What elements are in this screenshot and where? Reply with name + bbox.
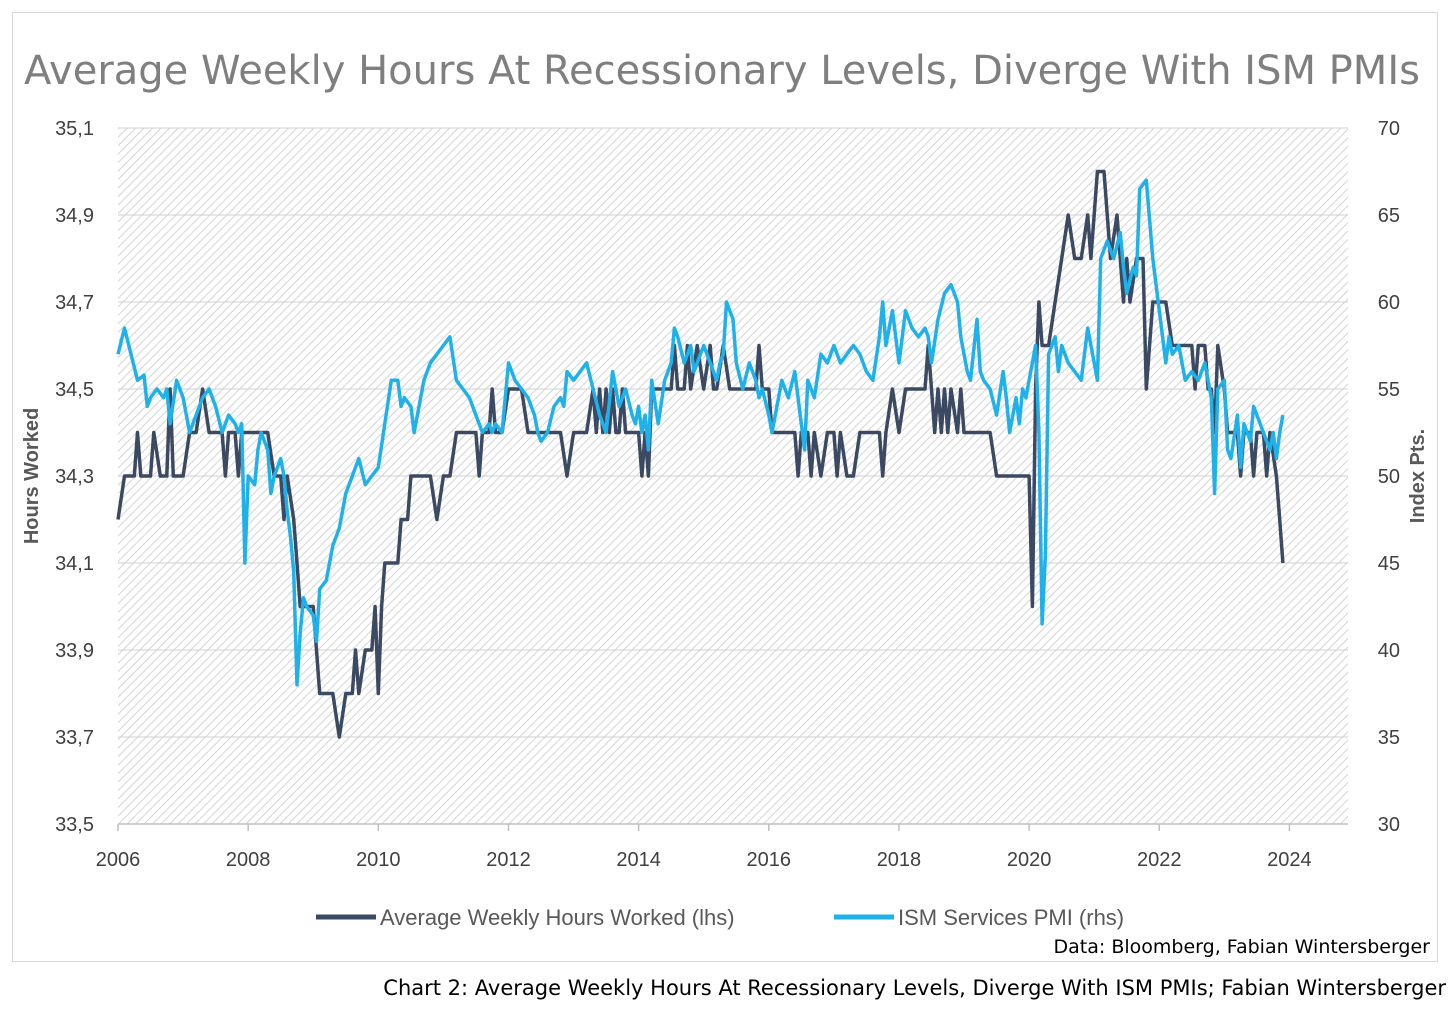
legend-label-ism: ISM Services PMI (rhs)	[898, 905, 1124, 930]
y-left-tick-label: 34,9	[55, 205, 94, 227]
y-left-tick-label: 34,3	[55, 466, 94, 488]
x-tick-label: 2012	[486, 849, 531, 871]
y-right-tick-label: 50	[1378, 466, 1400, 488]
x-tick-label: 2018	[877, 849, 922, 871]
y-right-tick-label: 55	[1378, 379, 1400, 401]
y-right-tick-label: 60	[1378, 292, 1400, 314]
y-axis-left-ticks: 33,5 33,7 33,9 34,1 34,3 34,5 34,7 34,9 35,1	[55, 118, 94, 836]
y-right-tick-label: 30	[1378, 814, 1400, 836]
y-left-tick-label: 33,7	[55, 727, 94, 749]
x-tick-label: 2006	[96, 849, 141, 871]
x-tick-label: 2014	[616, 849, 661, 871]
x-tick-label: 2020	[1007, 849, 1052, 871]
y-left-tick-label: 33,9	[55, 640, 94, 662]
legend: Average Weekly Hours Worked (lhs) ISM Se…	[316, 905, 1124, 930]
x-tick-label: 2024	[1267, 849, 1312, 871]
y-right-tick-label: 40	[1378, 640, 1400, 662]
y-left-tick-label: 35,1	[55, 118, 94, 140]
y-left-tick-label: 34,1	[55, 553, 94, 575]
y-left-tick-label: 34,7	[55, 292, 94, 314]
y-axis-right-ticks: 30 35 40 45 50 55 60 65 70	[1378, 118, 1400, 836]
x-tick-label: 2022	[1137, 849, 1182, 871]
source-note: Data: Bloomberg, Fabian Wintersberger	[1054, 936, 1431, 958]
series-lines	[116, 169, 1285, 739]
y-axis-right-title: Index Pts.	[1407, 429, 1429, 523]
series-line-ism-services	[116, 178, 1285, 687]
x-tick-label: 2016	[747, 849, 792, 871]
y-axis-left-title: Hours Worked	[21, 408, 43, 544]
legend-label-hours: Average Weekly Hours Worked (lhs)	[380, 905, 735, 930]
x-tick-label: 2010	[356, 849, 401, 871]
y-left-tick-label: 33,5	[55, 814, 94, 836]
y-left-tick-label: 34,5	[55, 379, 94, 401]
x-axis-ticks: 2006 2008 2010 2012 2014 2016 2018 2020 2022 2024	[96, 824, 1312, 871]
chart-caption: Chart 2: Average Weekly Hours At Recessi…	[383, 976, 1446, 1000]
y-right-tick-label: 45	[1378, 553, 1400, 575]
y-right-tick-label: 65	[1378, 205, 1400, 227]
chart-title: Average Weekly Hours At Recessionary Lev…	[24, 48, 1420, 94]
y-right-tick-label: 35	[1378, 727, 1400, 749]
y-right-tick-label: 70	[1378, 118, 1400, 140]
x-tick-label: 2008	[226, 849, 271, 871]
